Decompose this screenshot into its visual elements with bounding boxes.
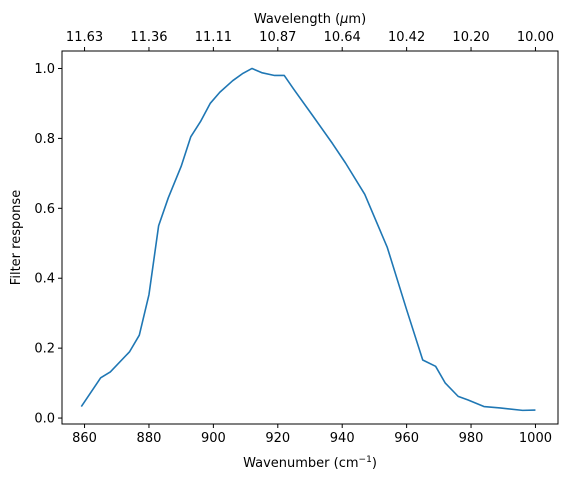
y-tick-label: 0.0: [34, 412, 55, 427]
series-group: [80, 67, 536, 412]
x-tick-label: 1000: [519, 431, 552, 446]
x-tick-label: 980: [459, 431, 484, 446]
y-tick-label: 0.4: [34, 272, 55, 287]
y-tick-label: 0.2: [34, 342, 55, 357]
x-tick-label: 900: [201, 431, 226, 446]
top-tick-label: 10.64: [324, 30, 361, 45]
y-tick-label: 0.8: [34, 132, 55, 147]
top-tick-label: 11.63: [66, 30, 103, 45]
x-tick-label: 960: [394, 431, 419, 446]
y-tick-label: 0.6: [34, 202, 55, 217]
series-line: [80, 67, 536, 412]
x-tick-label: 920: [265, 431, 290, 446]
top-tick-label: 10.87: [259, 30, 296, 45]
tick-marks: [58, 47, 536, 428]
x-tick-label: 860: [72, 431, 97, 446]
plot-frame: [61, 50, 559, 425]
y-tick-label: 1.0: [34, 62, 55, 77]
x-tick-label: 940: [330, 431, 355, 446]
top-tick-label: 11.11: [195, 30, 232, 45]
top-axis-label: Wavelength (μm): [254, 12, 366, 27]
x-tick-label: 880: [137, 431, 162, 446]
x-axis-label: Wavenumber (cm−1): [243, 455, 377, 471]
y-axis-label: Filter response: [9, 190, 24, 285]
top-tick-label: 10.20: [452, 30, 489, 45]
tick-labels: 860 880 900 920 940 960 980 1000 0.0 0.2 0.4 0.6 0.8…: [34, 30, 554, 446]
top-tick-label: 10.42: [388, 30, 425, 45]
top-tick-label: 11.36: [130, 30, 167, 45]
top-tick-label: 10.00: [517, 30, 554, 45]
